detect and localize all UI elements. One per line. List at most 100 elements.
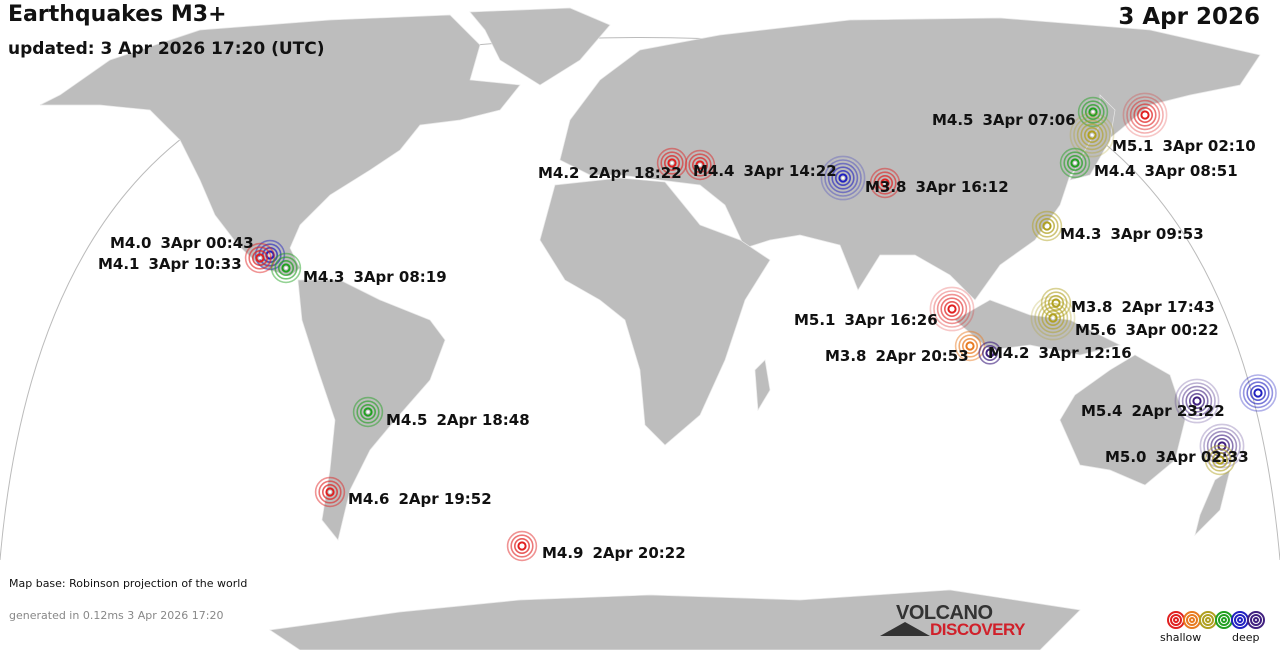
marker-ring — [663, 155, 680, 172]
earthquake-marker[interactable] — [954, 330, 986, 362]
quake-label[interactable]: M5.1 3Apr 02:10 — [1112, 137, 1256, 155]
quake-label[interactable]: M5.4 2Apr 23:22 — [1081, 402, 1225, 420]
marker-ring — [314, 476, 346, 508]
quake-label[interactable]: M5.0 3Apr 02:33 — [1105, 448, 1249, 466]
marker-ring — [933, 290, 971, 328]
quake-magnitude: M5.4 — [1081, 402, 1123, 420]
marker-ring — [695, 160, 705, 170]
legend-depth-ring — [1221, 617, 1227, 623]
quake-time: 3Apr 00:22 — [1125, 321, 1219, 339]
map-date: 3 Apr 2026 — [1118, 4, 1260, 30]
marker-ring — [1189, 392, 1206, 409]
earthquake-marker[interactable] — [352, 396, 384, 428]
earthquake-marker[interactable] — [506, 530, 538, 562]
earthquake-marker[interactable] — [314, 476, 346, 508]
marker-ring — [684, 149, 716, 181]
legend-depth-ring — [1205, 617, 1211, 623]
marker-ring — [1051, 298, 1061, 308]
quake-time: 3Apr 12:16 — [1038, 344, 1132, 362]
quake-magnitude: M4.1 — [98, 255, 140, 273]
quake-magnitude: M3.8 — [825, 347, 867, 365]
earthquake-marker[interactable] — [270, 252, 302, 284]
quake-label[interactable]: M4.4 3Apr 14:22 — [693, 162, 837, 180]
quake-label[interactable]: M4.2 3Apr 12:16 — [988, 344, 1132, 362]
quake-time: 3Apr 02:10 — [1162, 137, 1256, 155]
marker-center — [883, 181, 887, 185]
marker-ring — [688, 153, 712, 177]
marker-ring — [1076, 119, 1108, 151]
quake-time: 3Apr 08:19 — [353, 268, 447, 286]
depth-legend: shallow deep — [1160, 608, 1270, 648]
logo-text-volcano: VOLCANO — [896, 602, 993, 624]
quake-label[interactable]: M4.1 3Apr 10:33 — [98, 255, 242, 273]
quake-label[interactable]: M4.3 3Apr 09:53 — [1060, 225, 1204, 243]
marker-ring — [954, 330, 986, 362]
quake-label[interactable]: M3.8 2Apr 17:43 — [1071, 298, 1215, 316]
marker-ring — [321, 483, 338, 500]
marker-ring — [281, 263, 291, 273]
earthquake-marker[interactable] — [684, 149, 716, 181]
quake-label[interactable]: M4.6 2Apr 19:52 — [348, 490, 492, 508]
marker-ring — [277, 259, 294, 276]
quake-time: 3Apr 02:33 — [1155, 448, 1249, 466]
quake-time: 3Apr 10:33 — [148, 255, 242, 273]
earthquake-marker[interactable] — [1059, 147, 1091, 179]
marker-center — [1256, 391, 1260, 395]
quake-label[interactable]: M4.5 2Apr 18:48 — [386, 411, 530, 429]
marker-center — [968, 344, 972, 348]
marker-ring — [1212, 451, 1229, 468]
marker-ring — [274, 256, 298, 280]
quake-label[interactable]: M4.0 3Apr 00:43 — [110, 234, 254, 252]
earthquake-marker[interactable] — [869, 167, 901, 199]
earthquake-marker[interactable] — [1239, 374, 1277, 412]
marker-ring — [244, 242, 276, 274]
legend-shallow: shallow — [1160, 631, 1202, 644]
marker-ring — [1215, 455, 1225, 465]
marker-ring — [667, 158, 677, 168]
quake-label[interactable]: M4.2 2Apr 18:22 — [538, 164, 682, 182]
volcano-discovery-logo[interactable]: VOLCANO DISCOVERY — [880, 602, 1040, 642]
marker-ring — [1035, 214, 1059, 238]
quake-label[interactable]: M5.1 3Apr 16:26 — [794, 311, 938, 329]
quake-label[interactable]: M4.9 2Apr 20:22 — [542, 544, 686, 562]
marker-ring — [940, 297, 964, 321]
earthquake-markers — [244, 92, 1277, 562]
greenland — [469, 7, 611, 86]
quake-time: 3Apr 16:26 — [844, 311, 938, 329]
marker-center — [328, 490, 332, 494]
earthquake-marker[interactable] — [1069, 112, 1115, 158]
quake-magnitude: M4.4 — [693, 162, 735, 180]
marker-ring — [1137, 107, 1154, 124]
earthquake-marker[interactable] — [1030, 295, 1076, 341]
marker-ring — [831, 166, 855, 190]
earthquake-marker[interactable] — [929, 286, 975, 332]
marker-ring — [880, 178, 890, 188]
marker-ring — [981, 344, 998, 361]
legend-depth-ring — [1186, 614, 1198, 626]
quake-label[interactable]: M5.6 3Apr 00:22 — [1075, 321, 1219, 339]
earthquake-marker[interactable] — [1122, 92, 1168, 138]
marker-ring — [1067, 155, 1084, 172]
quake-label[interactable]: M4.5 3Apr 07:06 — [932, 111, 1076, 129]
quake-label[interactable]: M3.8 2Apr 20:53 — [825, 347, 969, 365]
marker-ring — [1250, 384, 1267, 401]
quake-label[interactable]: M3.8 3Apr 16:12 — [865, 178, 1009, 196]
earthquake-marker[interactable] — [1031, 210, 1063, 242]
quake-label[interactable]: M4.3 3Apr 08:19 — [303, 268, 447, 286]
earthquake-marker[interactable] — [978, 341, 1002, 365]
quake-magnitude: M5.0 — [1105, 448, 1147, 466]
generated-note: generated in 0.12ms 3 Apr 2026 17:20 — [9, 609, 224, 622]
earthquake-marker[interactable] — [1174, 378, 1220, 424]
legend-depth-ring — [1170, 614, 1182, 626]
quake-magnitude: M4.6 — [348, 490, 390, 508]
earthquake-marker[interactable] — [1204, 444, 1236, 476]
quake-label[interactable]: M4.4 3Apr 08:51 — [1094, 162, 1238, 180]
earthquake-marker[interactable] — [1077, 96, 1109, 128]
earthquake-marker[interactable] — [656, 147, 688, 179]
marker-center — [1220, 444, 1224, 448]
earthquake-marker[interactable] — [244, 242, 276, 274]
marker-ring — [510, 534, 534, 558]
earthquake-marker[interactable] — [820, 155, 866, 201]
madagascar — [754, 359, 771, 412]
